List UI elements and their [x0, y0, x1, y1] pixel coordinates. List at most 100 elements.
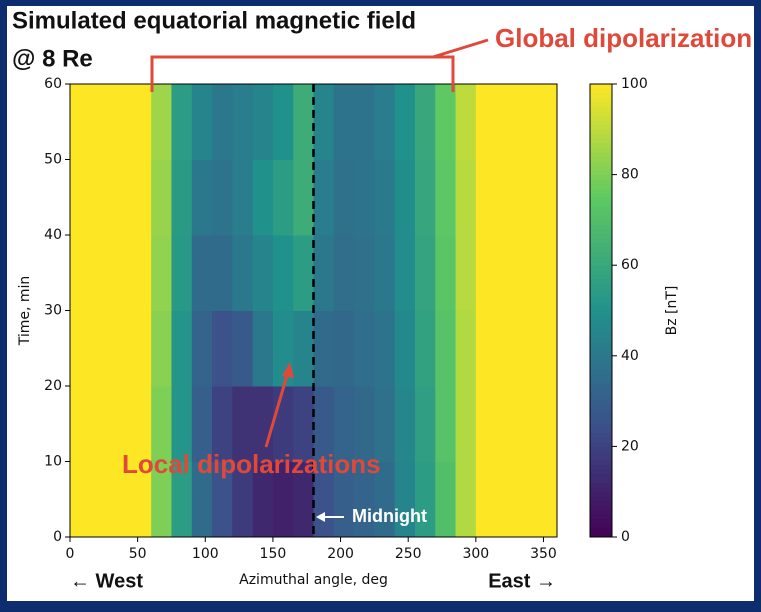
colorbar-band — [590, 161, 612, 167]
colorbar-band — [590, 260, 612, 266]
annotation: Local dipolarizations — [122, 449, 381, 479]
heat-cell — [212, 310, 233, 387]
colorbar-band — [590, 373, 612, 379]
chart-subtitle: @ 8 Re — [12, 45, 93, 72]
colorbar-band — [590, 84, 612, 90]
heat-cell — [130, 461, 152, 538]
colorbar-band — [590, 106, 612, 112]
heat-cell — [394, 310, 416, 387]
colorbar-band — [590, 138, 612, 144]
colorbar-band — [590, 192, 612, 198]
heat-cell — [130, 310, 152, 387]
colorbar-band — [590, 283, 612, 289]
heat-cell — [455, 461, 477, 538]
colorbar-band — [590, 423, 612, 429]
heat-cell — [293, 310, 314, 387]
heat-cell — [130, 159, 152, 236]
heat-cell — [212, 235, 233, 311]
colorbar-band — [590, 183, 612, 189]
heat-cell — [252, 310, 274, 387]
colorbar-tick-label: 40 — [621, 348, 639, 364]
heat-cell — [232, 310, 254, 387]
colorbar-band — [590, 355, 612, 361]
heat-cell — [272, 84, 294, 160]
heat-cell — [191, 84, 213, 160]
colorbar-tick-label: 60 — [621, 257, 639, 273]
y-tick-label: 0 — [53, 529, 62, 545]
heat-cell — [496, 386, 517, 462]
colorbar-band — [590, 342, 612, 348]
heat-cell — [130, 84, 152, 160]
heat-cell — [151, 386, 172, 462]
colorbar-band — [590, 369, 612, 375]
heat-cell — [70, 235, 91, 311]
colorbar-band — [590, 378, 612, 384]
heat-cell — [455, 235, 477, 311]
colorbar-band — [590, 324, 612, 330]
heat-cell — [232, 159, 254, 236]
heat-cell — [171, 159, 193, 236]
heat-cell — [516, 461, 538, 538]
heat-cell — [536, 235, 558, 311]
colorbar-band — [590, 328, 612, 334]
heat-cell — [435, 235, 457, 311]
heat-cell — [90, 310, 112, 387]
heat-cell — [90, 84, 112, 160]
colorbar-band — [590, 346, 612, 352]
colorbar-band — [590, 496, 612, 502]
heat-cell — [516, 310, 538, 387]
heat-cell — [232, 84, 254, 160]
heat-cell — [475, 84, 497, 160]
heat-cell — [516, 84, 538, 160]
colorbar-band — [590, 428, 612, 434]
heat-cell — [414, 310, 436, 387]
x-tick-label: 0 — [66, 546, 75, 562]
heat-cell — [110, 310, 132, 387]
heat-cell — [516, 159, 538, 236]
heat-cell — [252, 235, 274, 311]
colorbar-band — [590, 292, 612, 298]
colorbar-band — [590, 274, 612, 280]
heat-cell — [455, 84, 477, 160]
heat-cell — [212, 84, 233, 160]
heat-cell — [333, 461, 355, 538]
colorbar-band — [590, 151, 612, 157]
heat-cell — [455, 386, 477, 462]
colorbar-band — [590, 165, 612, 171]
colorbar-band — [590, 296, 612, 302]
heat-cell — [90, 159, 112, 236]
colorbar-border — [589, 83, 613, 538]
heat-cell — [313, 235, 335, 311]
chart-title: Simulated equatorial magnetic field — [12, 7, 416, 34]
colorbar-band — [590, 441, 612, 447]
colorbar-band — [590, 238, 612, 244]
heat-cell — [252, 461, 274, 538]
colorbar-band — [590, 269, 612, 275]
colorbar-tick-label: 80 — [621, 167, 639, 183]
colorbar-band — [590, 478, 612, 484]
heat-cell — [212, 461, 233, 538]
heat-cell — [70, 84, 91, 160]
heat-cell — [252, 159, 274, 236]
colorbar-band — [590, 419, 612, 425]
colorbar-band — [590, 459, 612, 466]
heat-cell — [293, 386, 314, 462]
heat-cell — [110, 84, 132, 160]
heat-cell — [374, 159, 396, 236]
heat-cell — [455, 310, 477, 387]
y-tick-label: 30 — [44, 303, 62, 319]
colorbar-band — [590, 464, 612, 470]
heat-cell — [354, 461, 375, 538]
heat-cell — [475, 461, 497, 538]
heat-cell — [191, 310, 213, 387]
heat-cell — [414, 386, 436, 462]
heat-cell — [130, 235, 152, 311]
y-tick-label: 60 — [44, 76, 62, 92]
heat-cell — [394, 159, 416, 236]
heat-cell — [536, 386, 558, 462]
colorbar-band — [590, 147, 612, 153]
colorbar-band — [590, 215, 612, 221]
heat-cell — [536, 159, 558, 236]
colorbar-band — [590, 174, 612, 180]
colorbar-band — [590, 233, 612, 239]
